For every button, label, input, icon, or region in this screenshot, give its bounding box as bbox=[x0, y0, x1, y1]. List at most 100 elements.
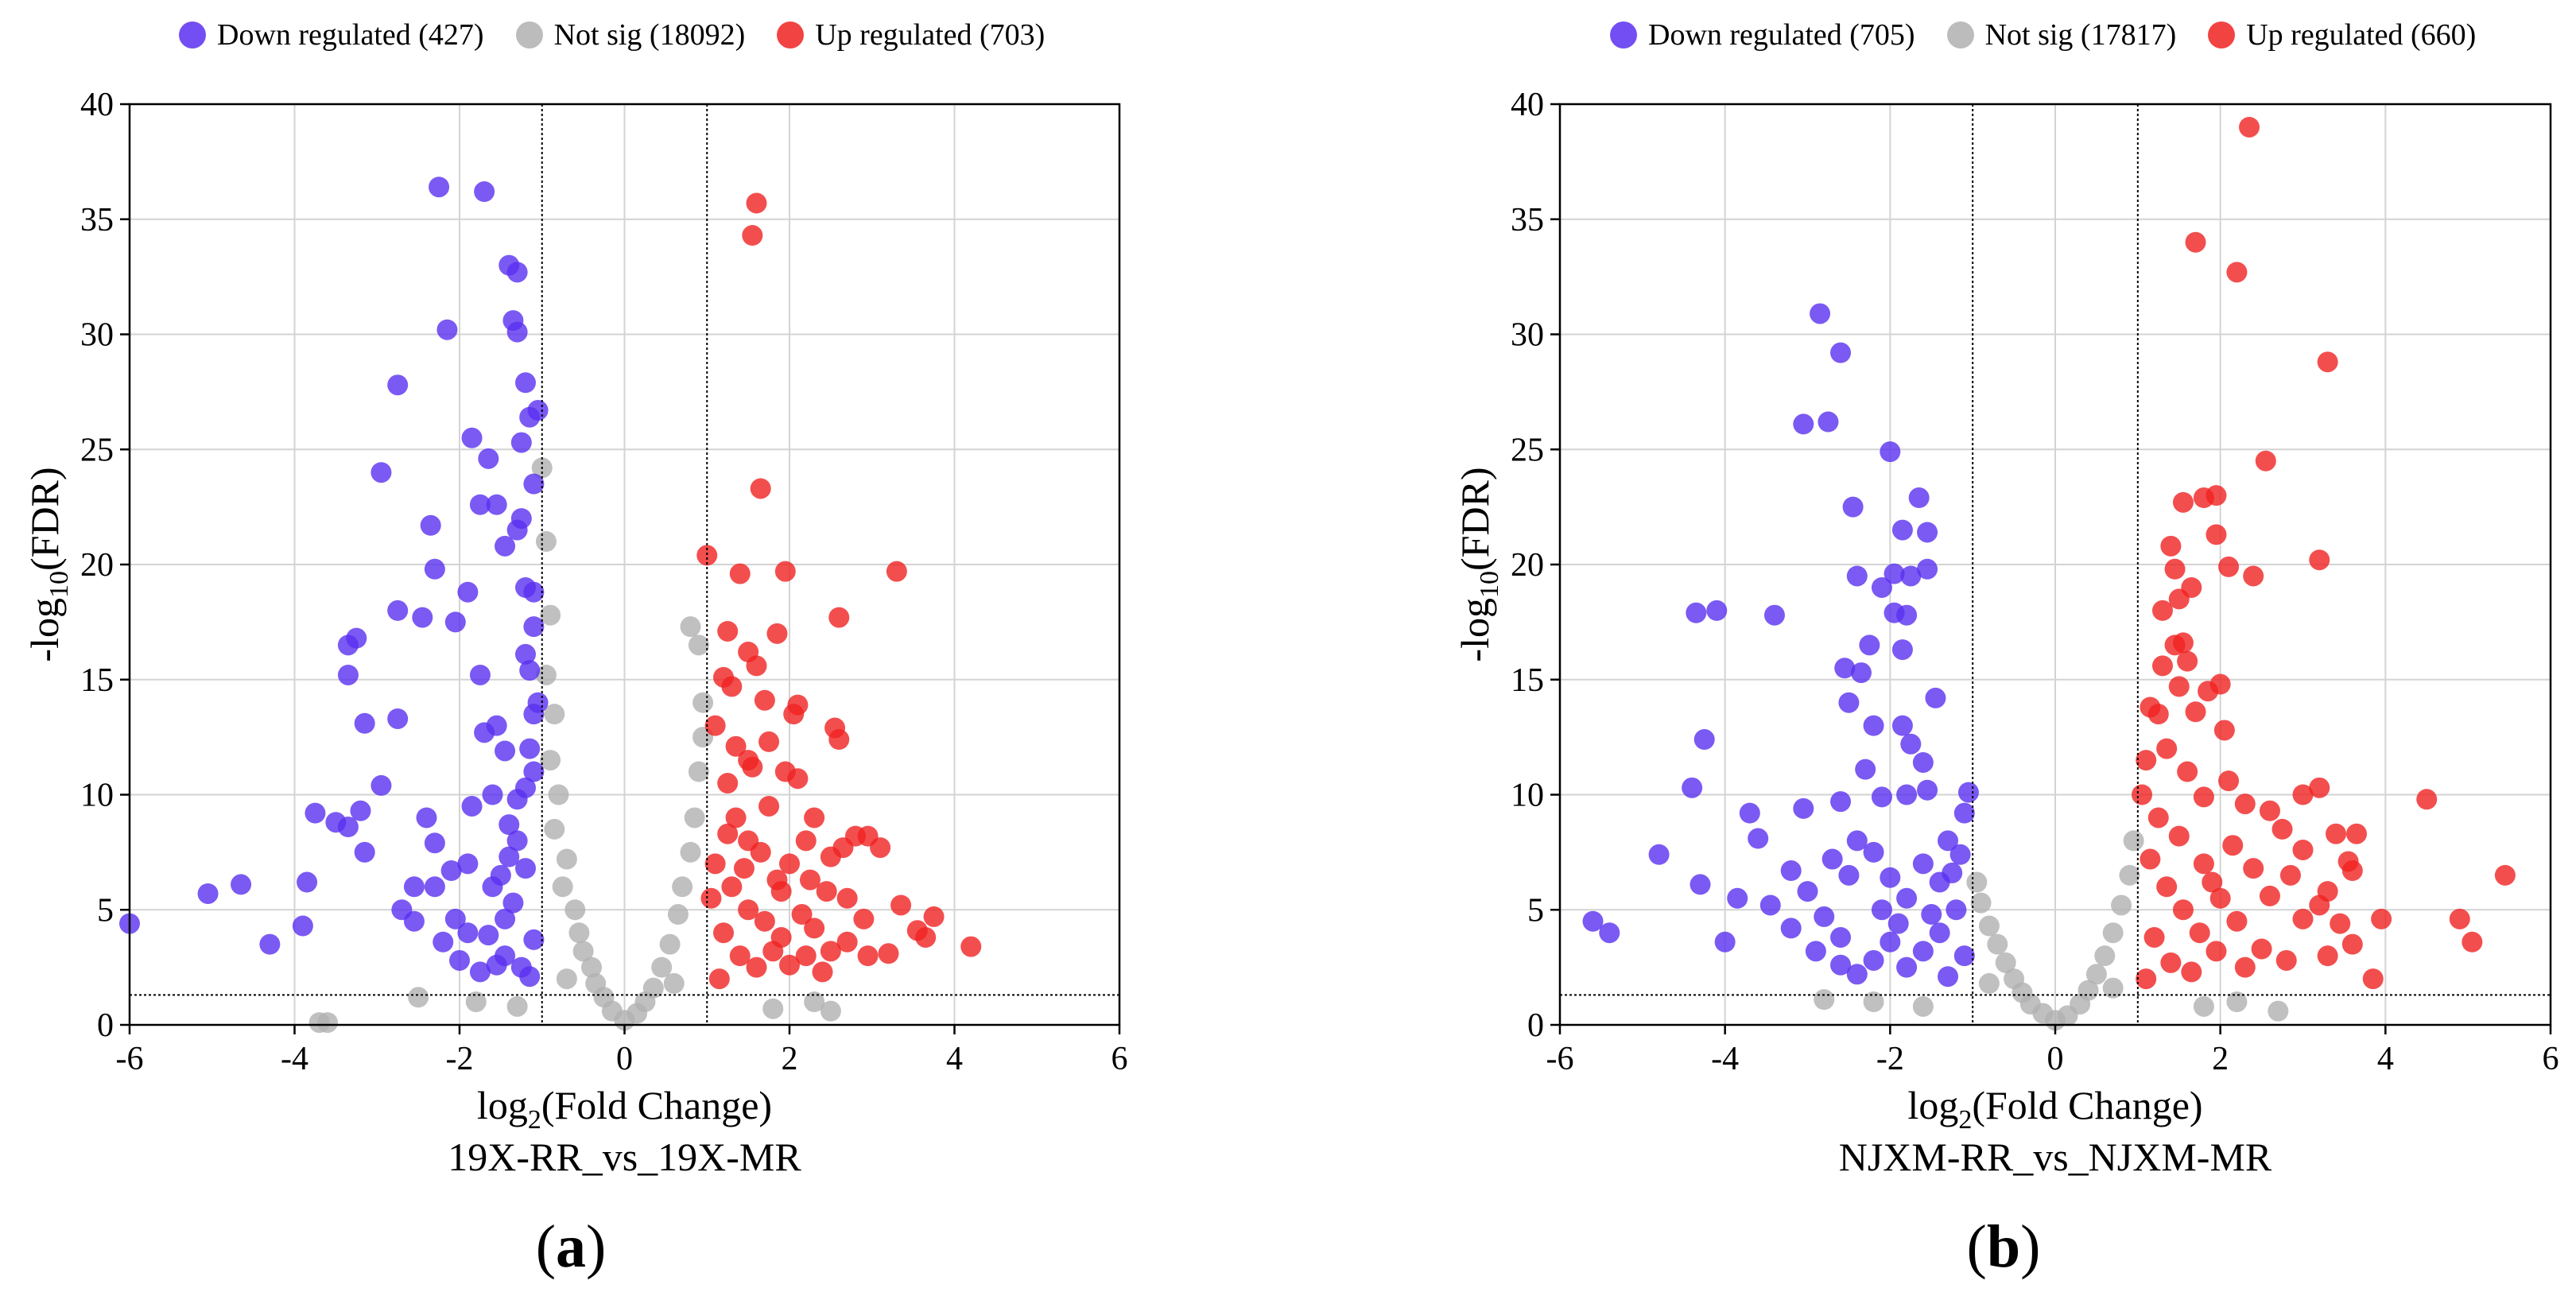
data-point bbox=[1917, 779, 1938, 801]
data-point bbox=[510, 432, 532, 453]
data-point bbox=[1682, 777, 1703, 798]
data-point bbox=[787, 768, 809, 790]
data-point bbox=[2094, 945, 2116, 967]
data-point bbox=[960, 936, 982, 957]
x-tick-label: -6 bbox=[1546, 1041, 1574, 1077]
data-point bbox=[506, 321, 528, 343]
data-point bbox=[2193, 853, 2214, 875]
data-point bbox=[1805, 941, 1826, 962]
data-point bbox=[1863, 991, 1884, 1013]
data-point bbox=[544, 704, 565, 725]
data-point bbox=[1884, 563, 1905, 584]
legend-item-notsig: Not sig (18092) bbox=[515, 17, 745, 52]
x-axis-label-main: log bbox=[477, 1083, 528, 1127]
data-point bbox=[754, 689, 775, 711]
y-tick-label: 35 bbox=[1511, 202, 1544, 239]
data-point bbox=[461, 795, 483, 817]
data-point bbox=[1987, 933, 2008, 955]
legend-marker-notsig bbox=[1946, 21, 1974, 49]
data-point bbox=[2292, 784, 2314, 805]
data-point bbox=[704, 715, 726, 736]
data-point bbox=[2309, 894, 2330, 916]
x-tick-label: -4 bbox=[1711, 1041, 1739, 1077]
series-down bbox=[1582, 303, 1979, 988]
data-point bbox=[540, 750, 561, 771]
data-point bbox=[688, 761, 709, 782]
y-tick-label: 10 bbox=[80, 778, 114, 814]
data-point bbox=[1830, 791, 1852, 813]
data-point bbox=[346, 627, 367, 649]
data-point bbox=[486, 494, 507, 515]
data-point bbox=[717, 773, 739, 794]
data-point bbox=[1908, 487, 1930, 509]
data-point bbox=[1917, 522, 1938, 543]
y-tick-label: 5 bbox=[97, 892, 114, 929]
data-point bbox=[457, 581, 479, 603]
data-point bbox=[1863, 715, 1884, 736]
data-point bbox=[2209, 887, 2231, 909]
series-notsig bbox=[308, 457, 841, 1034]
data-point bbox=[420, 514, 441, 536]
legend-marker-notsig bbox=[515, 21, 543, 49]
data-point bbox=[766, 623, 788, 644]
data-point bbox=[2077, 980, 2099, 1001]
data-point bbox=[729, 945, 751, 967]
data-point bbox=[457, 922, 479, 944]
x-tick-label: 6 bbox=[1111, 1041, 1128, 1077]
data-point bbox=[820, 1000, 841, 1022]
data-point bbox=[1780, 860, 1802, 882]
data-point bbox=[2330, 913, 2351, 934]
data-point bbox=[651, 956, 673, 978]
data-point bbox=[816, 881, 837, 902]
y-tick-label: 0 bbox=[1527, 1007, 1544, 1044]
y-tick-label: 0 bbox=[97, 1007, 114, 1044]
series-down bbox=[119, 177, 549, 988]
data-point bbox=[1810, 303, 1831, 324]
data-point bbox=[1912, 941, 1934, 962]
data-point bbox=[486, 954, 507, 976]
data-point bbox=[750, 478, 771, 499]
data-point bbox=[482, 784, 503, 805]
volcano-panel-a: Down regulated (427) Not sig (18092) Up … bbox=[22, 17, 1128, 1280]
x-axis-label-rest: (Fold Change) bbox=[541, 1083, 772, 1127]
data-point bbox=[1880, 931, 1901, 953]
data-point bbox=[515, 858, 536, 879]
data-point bbox=[2222, 835, 2244, 856]
data-point bbox=[506, 830, 528, 852]
data-point bbox=[1912, 853, 1934, 875]
data-point bbox=[2185, 701, 2206, 723]
data-point bbox=[2218, 556, 2240, 577]
data-point bbox=[779, 853, 800, 875]
data-point bbox=[721, 876, 743, 898]
data-point bbox=[2123, 830, 2144, 852]
data-point bbox=[642, 977, 664, 999]
data-point bbox=[1582, 910, 1604, 932]
data-point bbox=[337, 817, 359, 838]
data-point bbox=[746, 192, 767, 214]
data-point bbox=[733, 858, 755, 879]
data-point bbox=[416, 807, 437, 828]
data-point bbox=[1995, 952, 2016, 973]
legend-marker-up bbox=[777, 21, 805, 49]
data-point bbox=[527, 692, 549, 713]
data-point bbox=[1759, 894, 1781, 916]
data-point bbox=[350, 800, 371, 821]
data-point bbox=[519, 966, 541, 988]
data-point bbox=[515, 372, 536, 394]
data-point bbox=[564, 899, 586, 921]
data-point bbox=[870, 837, 891, 859]
data-point bbox=[197, 883, 219, 904]
data-point bbox=[1978, 972, 2000, 994]
data-point bbox=[506, 995, 528, 1017]
data-point bbox=[1838, 864, 1860, 886]
data-point bbox=[2202, 871, 2223, 893]
data-point bbox=[2111, 894, 2132, 916]
data-point bbox=[1938, 966, 1959, 988]
data-point bbox=[2147, 807, 2169, 828]
data-point bbox=[2341, 933, 2363, 955]
legend-marker-up bbox=[2208, 21, 2236, 49]
data-point bbox=[878, 943, 899, 964]
data-point bbox=[1917, 558, 1938, 580]
data-point bbox=[387, 599, 409, 621]
data-point bbox=[412, 607, 433, 628]
